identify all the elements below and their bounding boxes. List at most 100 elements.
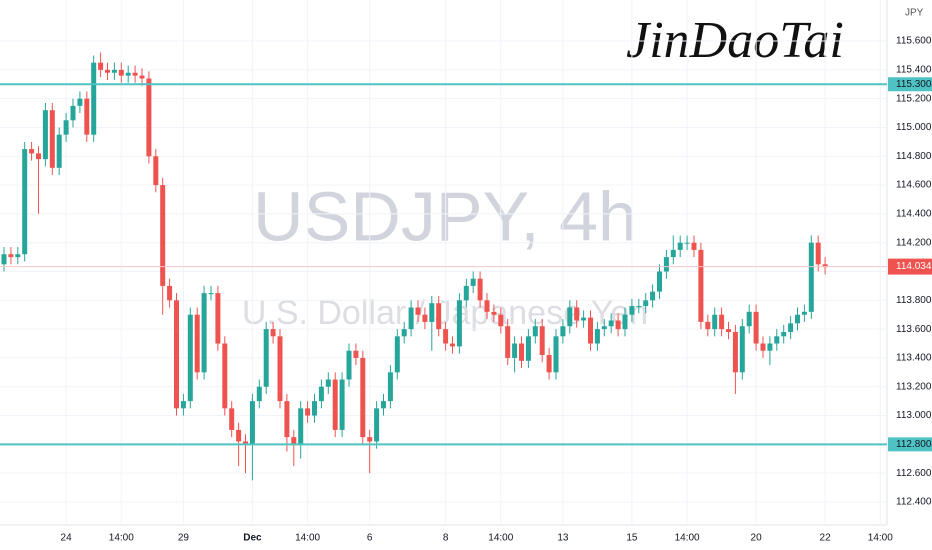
candle-body	[788, 323, 794, 332]
candle-body	[84, 98, 90, 135]
candle-body	[657, 271, 662, 292]
candle-body	[498, 314, 504, 327]
candle-body	[815, 242, 821, 265]
candle-body	[174, 300, 179, 409]
candle-body	[36, 153, 41, 160]
candle-body	[367, 437, 373, 442]
candle-body	[312, 401, 317, 416]
candle-body	[670, 249, 676, 258]
candle-body	[539, 326, 545, 356]
candle-body	[8, 254, 14, 258]
y-tick-label: 114.400	[896, 209, 932, 220]
last-price-box	[888, 258, 932, 275]
candle-body	[512, 343, 518, 358]
candle-body	[450, 343, 455, 347]
x-tick-label: 14:00	[675, 533, 700, 544]
y-tick-label: 114.200	[896, 237, 932, 248]
candle-body	[105, 69, 110, 73]
candle-body	[194, 314, 200, 373]
candle-body	[470, 278, 476, 286]
candle-body	[236, 429, 242, 442]
candle-body	[477, 278, 483, 301]
candle-body	[70, 105, 76, 121]
y-tick-label: 113.400	[896, 353, 932, 364]
candle-body	[291, 437, 297, 445]
x-tick-label: 14:00	[868, 533, 893, 544]
candle-body	[374, 408, 380, 442]
y-tick-label: 113.200	[896, 381, 932, 392]
candle-body	[387, 372, 393, 402]
last-price-label: 114.034	[896, 261, 932, 272]
currency-label: JPY	[905, 8, 924, 19]
candle-body	[63, 120, 69, 135]
candle-body	[146, 78, 152, 157]
candle-body	[808, 242, 814, 312]
watermark-subtitle: U.S. Dollar / Japanese Yen	[242, 294, 648, 332]
candle-body	[125, 72, 131, 76]
candle-body	[684, 242, 690, 244]
candle-body	[339, 379, 345, 430]
candle-body	[249, 401, 255, 445]
x-tick-label: 8	[443, 533, 449, 544]
candle-body	[615, 320, 621, 330]
candle-body	[532, 326, 538, 337]
y-tick-label: 114.600	[896, 180, 932, 191]
candle-body	[601, 326, 607, 330]
candle-body	[256, 386, 262, 402]
candle-body	[187, 314, 193, 402]
candle-body	[305, 408, 311, 416]
candle-body	[56, 134, 62, 168]
candle-body	[698, 249, 704, 322]
candle-body	[42, 110, 48, 160]
y-tick-label: 115.000	[896, 122, 932, 133]
candle-body	[180, 401, 186, 409]
candle-body	[505, 326, 511, 358]
candle-body	[401, 329, 407, 337]
x-tick-label: 24	[61, 533, 73, 544]
y-tick-label: 113.600	[896, 324, 932, 335]
candle-body	[463, 285, 469, 301]
candle-body	[774, 336, 780, 344]
level-label: 115.300	[896, 79, 932, 90]
candle-body	[650, 291, 656, 301]
candle-body	[636, 306, 642, 308]
y-tick-label: 114.800	[896, 151, 932, 162]
watermark-title: USDJPY, 4h	[253, 177, 637, 255]
candle-body	[98, 62, 104, 70]
candle-body	[643, 300, 649, 307]
candle-body	[325, 379, 331, 387]
candle-body	[118, 69, 124, 76]
candle-body	[29, 149, 35, 154]
candle-body	[726, 329, 731, 332]
candle-body	[139, 75, 145, 79]
candle-body	[77, 98, 83, 106]
candle-body	[767, 343, 773, 351]
candle-body	[215, 293, 221, 344]
x-tick-label: 20	[751, 533, 763, 544]
y-tick-label: 115.200	[896, 93, 932, 104]
candle-body	[415, 307, 421, 315]
level-label-box	[888, 77, 932, 92]
candle-body	[132, 72, 138, 76]
x-tick-label: 13	[557, 533, 569, 544]
x-tick-label: 14:00	[295, 533, 320, 544]
candle-body	[746, 311, 752, 327]
x-tick-label: Dec	[243, 533, 262, 544]
candle-body	[567, 307, 573, 327]
candle-body	[208, 293, 214, 295]
candle-body	[677, 242, 683, 250]
candle-body	[546, 355, 552, 373]
candle-body	[167, 285, 173, 301]
candle-body	[394, 336, 400, 373]
candle-body	[408, 307, 414, 330]
candle-body	[429, 303, 435, 322]
candle-body	[691, 242, 697, 250]
y-tick-label: 112.400	[896, 497, 932, 508]
candle-body	[153, 156, 159, 186]
level-label: 112.800	[896, 439, 932, 450]
candle-body	[49, 110, 55, 168]
candle-body	[781, 331, 787, 337]
candle-body	[22, 149, 28, 255]
